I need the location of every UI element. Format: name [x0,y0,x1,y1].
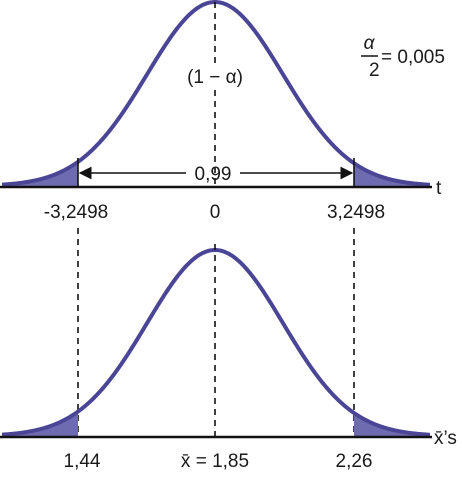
top-axis-label: t [436,178,442,199]
top-graph: 0,99 (1 − α) α 2 = 0,005 t -3,2498 0 3,2… [0,0,445,223]
bottom-tick-right: 2,26 [336,451,373,472]
top-tick-right: 3,2498 [327,202,385,223]
top-tick-center: 0 [210,202,221,223]
center-label: (1 − α) [187,67,243,88]
bottom-tick-center: x̄ = 1,85 [181,451,249,472]
alpha-half-value: = 0,005 [381,47,445,68]
alpha-half-fraction: α 2 = 0,005 [361,33,445,81]
bottom-normal-curve [1,247,431,437]
top-normal-curve [1,0,431,187]
top-tick-left: -3,2498 [44,202,108,223]
alpha-numerator: α [364,33,376,54]
bottom-graph: x̄’s 1,44 x̄ = 1,85 2,26 [0,244,457,472]
interval-label: 0,99 [195,164,232,185]
top-right-tail-area [354,163,430,186]
alpha-denominator: 2 [369,60,380,81]
top-left-tail-area [2,161,78,186]
bottom-tick-left: 1,44 [64,451,101,472]
bottom-right-tail-area [354,412,430,436]
bottom-axis-label: x̄’s [434,428,457,449]
center-label-backdrop [196,64,234,90]
bottom-left-tail-area [2,411,78,436]
